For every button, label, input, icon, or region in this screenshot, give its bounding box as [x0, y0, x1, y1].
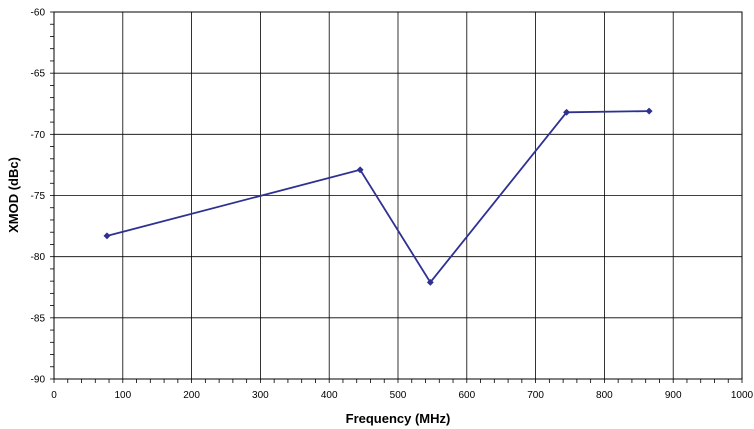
- y-tick-label: -75: [31, 191, 46, 202]
- x-tick-label: 800: [596, 390, 613, 401]
- y-tick-label: -65: [31, 69, 46, 80]
- x-tick-label: 900: [665, 390, 682, 401]
- x-tick-label: 1000: [731, 390, 754, 401]
- grid-lines: [53, 11, 743, 380]
- x-axis-label: Frequency (MHz): [346, 411, 451, 426]
- y-tick-label: -80: [31, 252, 46, 263]
- x-tick-label: 300: [252, 390, 269, 401]
- y-tick-label: -90: [31, 375, 46, 386]
- data-point-marker: [356, 166, 364, 174]
- axis-ticks: 0 100 200 300 400 500 600 700 800 900 1000 -60 -65 -7…: [31, 8, 754, 402]
- y-tick-label: -85: [31, 313, 46, 324]
- x-tick-label: 0: [51, 390, 57, 401]
- data-point-marker: [645, 107, 653, 115]
- x-tick-label: 400: [321, 390, 338, 401]
- y-tick-label: -70: [31, 130, 46, 141]
- x-tick-label: 200: [183, 390, 200, 401]
- x-tick-label: 700: [527, 390, 544, 401]
- data-point-marker: [563, 108, 571, 116]
- y-axis-label: XMOD (dBc): [6, 157, 21, 233]
- x-tick-label: 100: [114, 390, 131, 401]
- x-tick-label: 500: [390, 390, 407, 401]
- data-point-marker: [103, 232, 111, 240]
- x-tick-label: 600: [458, 390, 475, 401]
- series-layer: [103, 107, 653, 286]
- y-tick-label: -60: [31, 8, 46, 19]
- data-point-marker: [426, 278, 434, 286]
